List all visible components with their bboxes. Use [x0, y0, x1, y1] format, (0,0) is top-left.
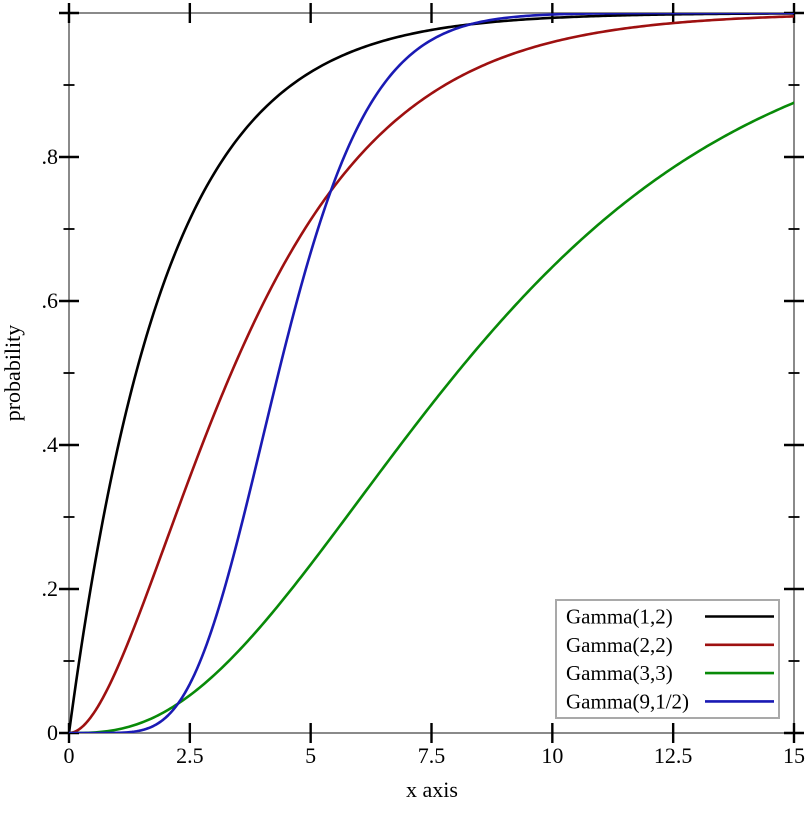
x-axis-title: x axis: [406, 777, 458, 802]
legend-label-gamma-1-2: Gamma(1,2): [566, 605, 673, 629]
y-tick-label: .4: [42, 432, 59, 457]
curve-gamma-3-3: [69, 101, 794, 733]
x-tick-label: 5: [305, 743, 316, 768]
tick-labels: 0 2.5 5 7.5 10 12.5 15 0 .2 .4 .6 .8: [42, 144, 806, 768]
x-tick-label: 12.5: [654, 743, 693, 768]
legend-label-gamma-3-3: Gamma(3,3): [566, 661, 673, 685]
legend: Gamma(1,2) Gamma(2,2) Gamma(3,3) Gamma(9,1/…: [555, 599, 780, 719]
y-tick-label: .8: [42, 144, 59, 169]
curves: [69, 13, 794, 733]
x-tick-label: 0: [64, 743, 75, 768]
y-tick-label: 0: [47, 720, 58, 745]
legend-label-gamma-2-2: Gamma(2,2): [566, 633, 673, 657]
y-axis-title: probability: [0, 325, 25, 422]
y-tick-label: .6: [42, 288, 59, 313]
legend-box: [555, 599, 780, 719]
y-tick-label: .2: [42, 576, 59, 601]
legend-label-gamma-9-1-2: Gamma(9,1/2): [566, 689, 689, 713]
curve-gamma-2-2: [69, 15, 794, 733]
x-tick-label: 15: [783, 743, 805, 768]
x-tick-label: 2.5: [176, 743, 204, 768]
axes: [59, 3, 804, 743]
curve-gamma-1-2: [69, 13, 794, 733]
x-tick-label: 10: [541, 743, 563, 768]
x-tick-label: 7.5: [418, 743, 446, 768]
curve-gamma-9-1-2: [69, 13, 794, 733]
